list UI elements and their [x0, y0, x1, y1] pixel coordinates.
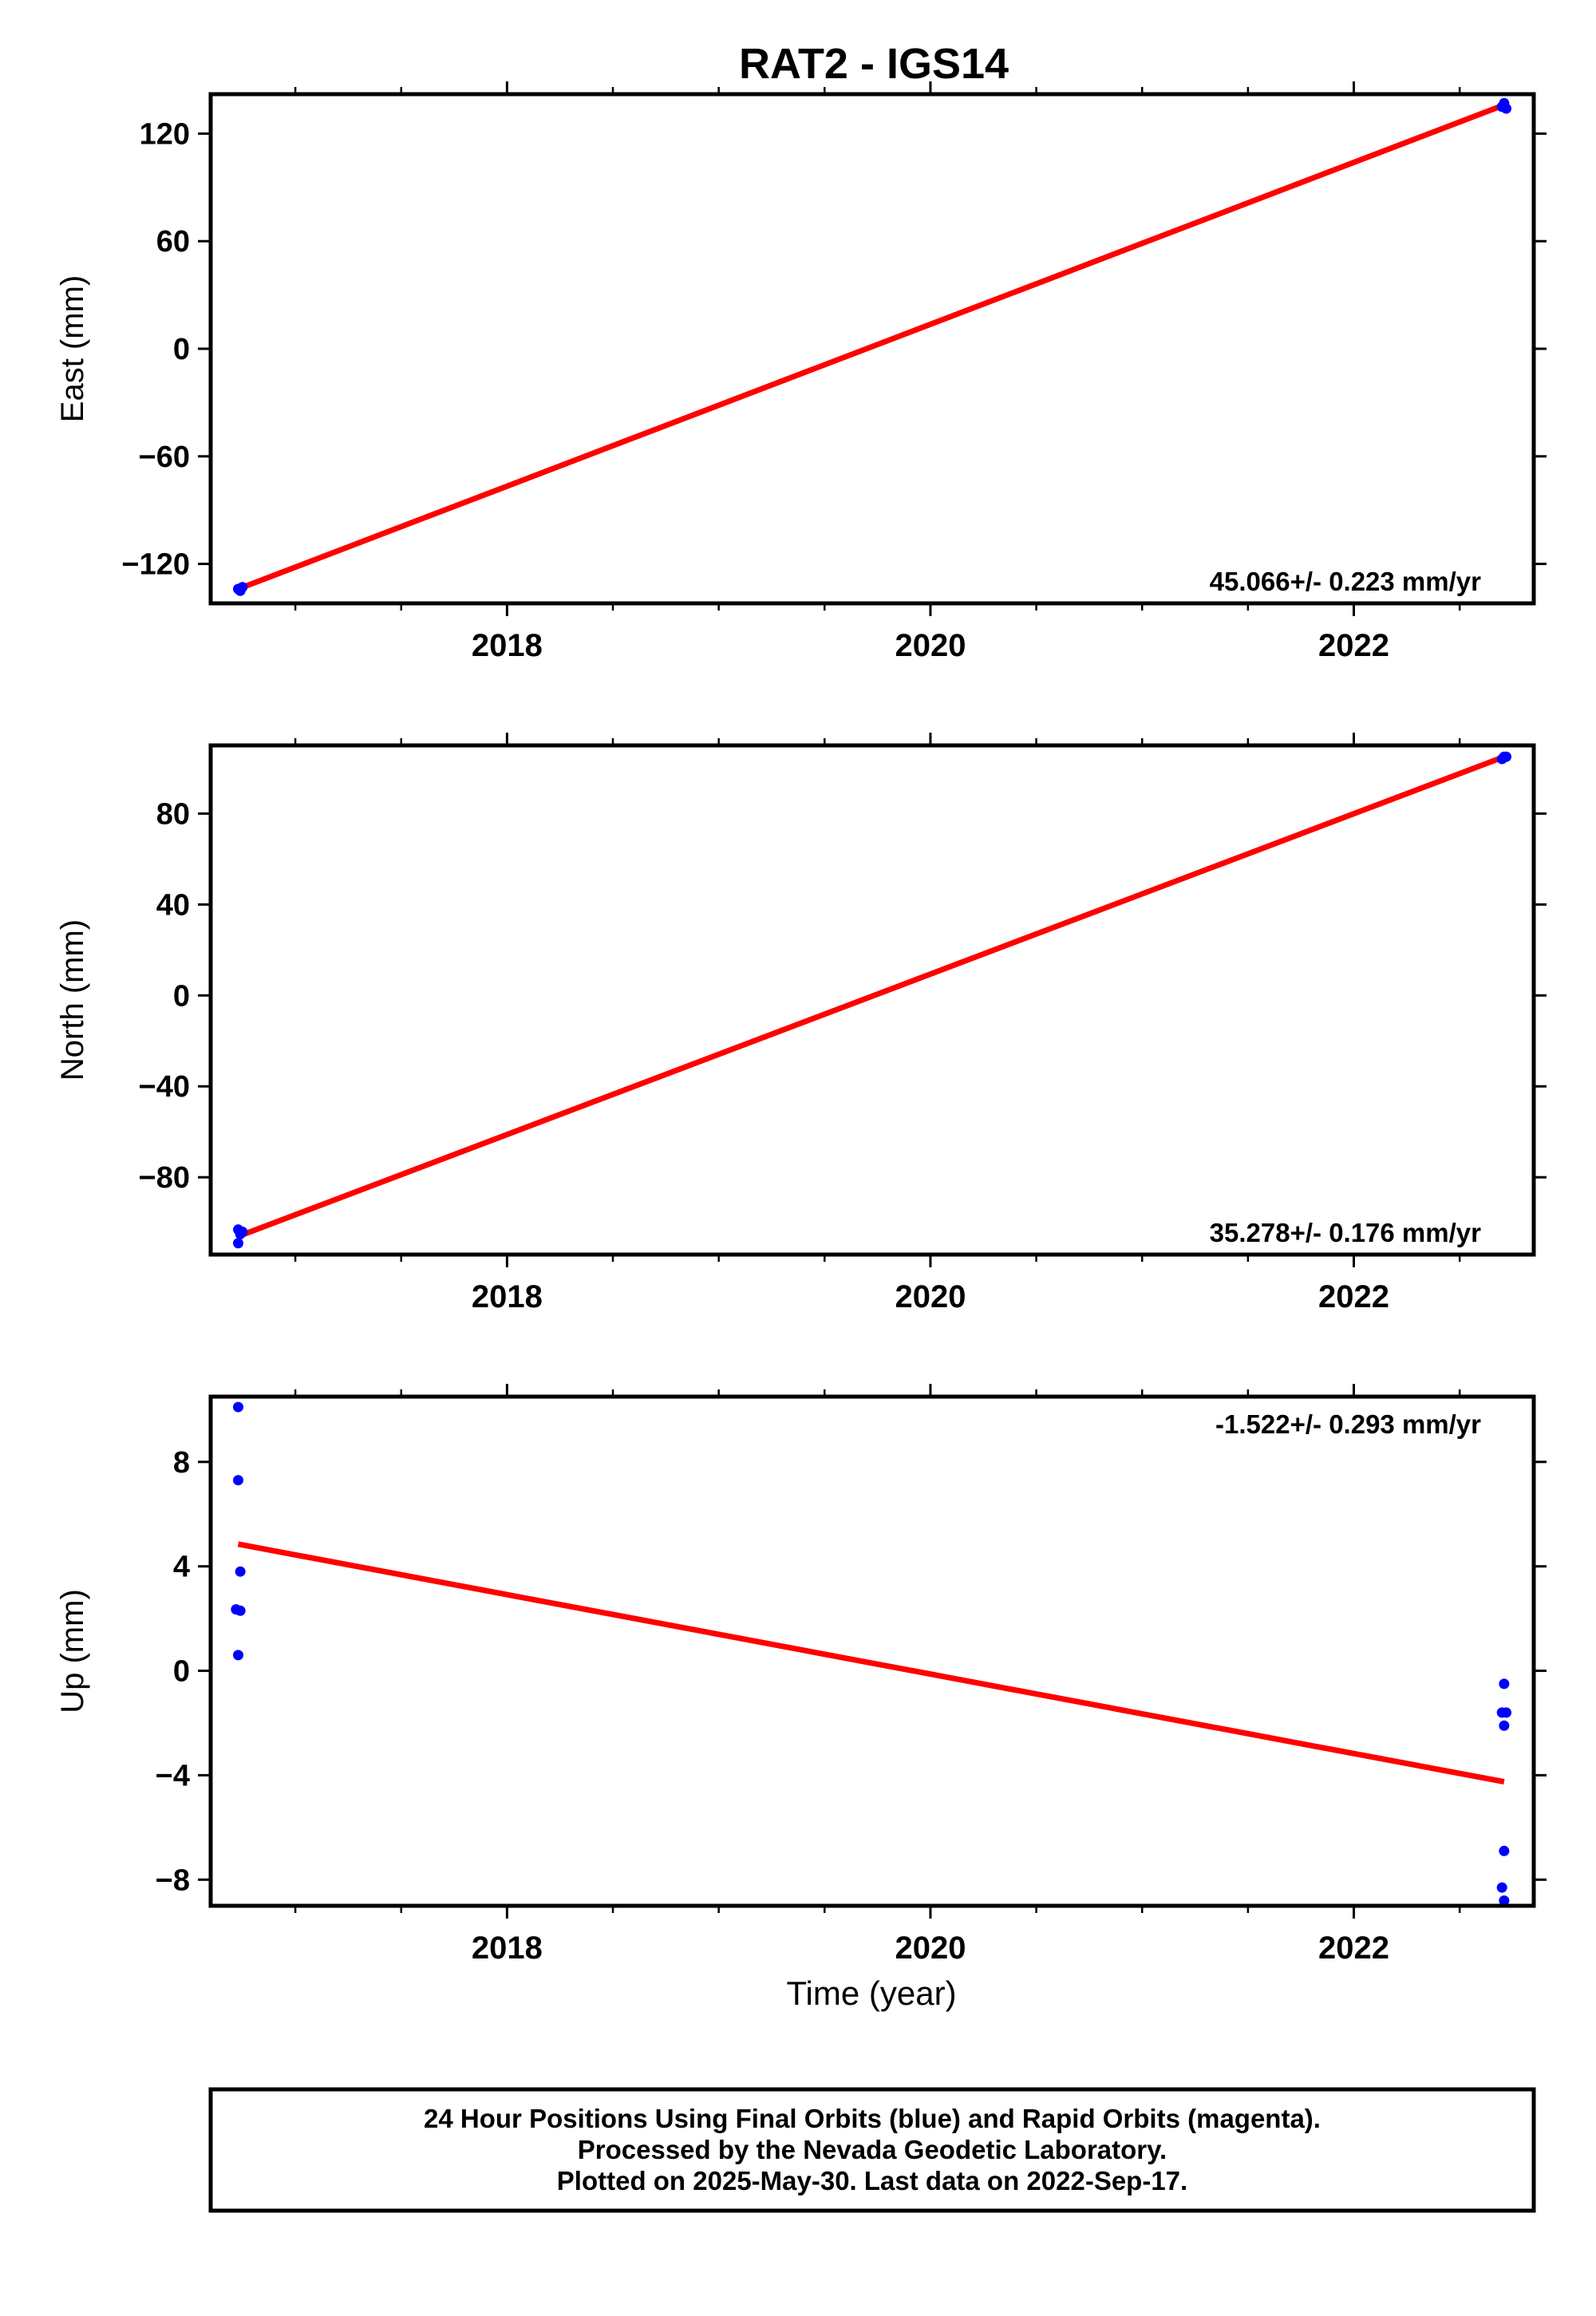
panels: 120 60 0 −60 −120 2018 2020 2022 East (mm) 45.066…	[55, 81, 1547, 2012]
up-data-point-7	[1499, 1678, 1510, 1690]
north-ytick-label-4: −40	[139, 1070, 190, 1104]
chart-title: RAT2 - IGS14	[739, 40, 1009, 88]
up-xtick-label-2: 2020	[895, 1931, 966, 1966]
footer-line-1: 24 Hour Positions Using Final Orbits (bl…	[424, 2104, 1321, 2133]
east-rate-label: 45.066+/- 0.223 mm/yr	[1210, 567, 1481, 596]
north-ytick-label-2: 40	[156, 888, 190, 922]
east-xtick-label-1: 2018	[472, 628, 543, 663]
footer-frame	[208, 2087, 1536, 2213]
up-ytick-label-2: 4	[173, 1551, 190, 1584]
up-plot-frame	[208, 1394, 1536, 1908]
north-data-point-7	[1501, 751, 1512, 762]
east-fit-line	[237, 102, 1506, 592]
x-axis-label: Time (year)	[786, 1974, 956, 2012]
north-fit-line	[237, 753, 1506, 1239]
up-data-point-10	[1499, 1720, 1510, 1731]
panel-north: 80 40 0 −40 −80 2018 2020 2022 North (mm) 35.278+…	[55, 733, 1547, 1314]
north-rate-label: 35.278+/- 0.176 mm/yr	[1210, 1218, 1481, 1247]
north-plot-frame	[208, 743, 1536, 1257]
up-data-point-5	[235, 1605, 246, 1616]
up-data-point-1	[232, 1401, 243, 1413]
up-data-point-2	[232, 1475, 243, 1486]
east-ytick-label-5: −120	[121, 548, 190, 582]
up-ytick-label-1: 8	[173, 1446, 190, 1480]
north-y-axis-label: North (mm)	[55, 919, 90, 1081]
up-data-point-6	[232, 1650, 243, 1661]
up-y-axis-label: Up (mm)	[55, 1589, 90, 1713]
east-xtick-label-3: 2022	[1318, 628, 1389, 663]
north-ytick-label-5: −80	[139, 1161, 190, 1195]
up-data-point-11	[1499, 1845, 1510, 1856]
north-xtick-label-2: 2020	[895, 1279, 966, 1314]
east-y-axis-label: East (mm)	[55, 275, 90, 422]
up-xtick-label-1: 2018	[472, 1931, 543, 1966]
up-ytick-label-5: −8	[156, 1863, 190, 1897]
north-xtick-label-3: 2022	[1318, 1279, 1389, 1314]
footer-box: 24 Hour Positions Using Final Orbits (bl…	[208, 2087, 1536, 2213]
up-data-point-13	[1499, 1895, 1510, 1906]
east-ytick-label-4: −60	[139, 441, 190, 474]
up-ytick-label-3: 0	[173, 1655, 190, 1689]
east-ytick-label-3: 0	[173, 333, 190, 366]
up-fit-line	[237, 1541, 1505, 1785]
north-data-point-4	[237, 1227, 248, 1238]
north-data-point-3	[232, 1238, 243, 1249]
east-xtick-label-2: 2020	[895, 628, 966, 663]
panel-east: 120 60 0 −60 −120 2018 2020 2022 East (mm) 45.066…	[55, 81, 1547, 663]
panel-up: 8 4 0 −4 −8 2018 2020 2022 Up (mm) -1.522+/- 0.29…	[55, 1384, 1547, 2012]
up-rate-label: -1.522+/- 0.293 mm/yr	[1215, 1409, 1481, 1439]
east-data-point-3	[237, 582, 248, 593]
up-xtick-label-3: 2022	[1318, 1931, 1389, 1966]
up-data-point-3	[235, 1566, 246, 1577]
footer-line-3: Plotted on 2025-May-30. Last data on 202…	[557, 2166, 1187, 2195]
up-data-point-12	[1496, 1882, 1507, 1893]
east-data-point-6	[1501, 103, 1512, 114]
up-data-point-9	[1501, 1707, 1512, 1718]
north-xtick-label-1: 2018	[472, 1279, 543, 1314]
footer-line-2: Processed by the Nevada Geodetic Laborat…	[578, 2135, 1167, 2164]
north-ytick-label-3: 0	[173, 979, 190, 1013]
east-ytick-label-1: 120	[140, 117, 190, 151]
north-ytick-label-1: 80	[156, 797, 190, 831]
up-ytick-label-4: −4	[156, 1759, 190, 1792]
east-ytick-label-2: 60	[156, 225, 190, 259]
